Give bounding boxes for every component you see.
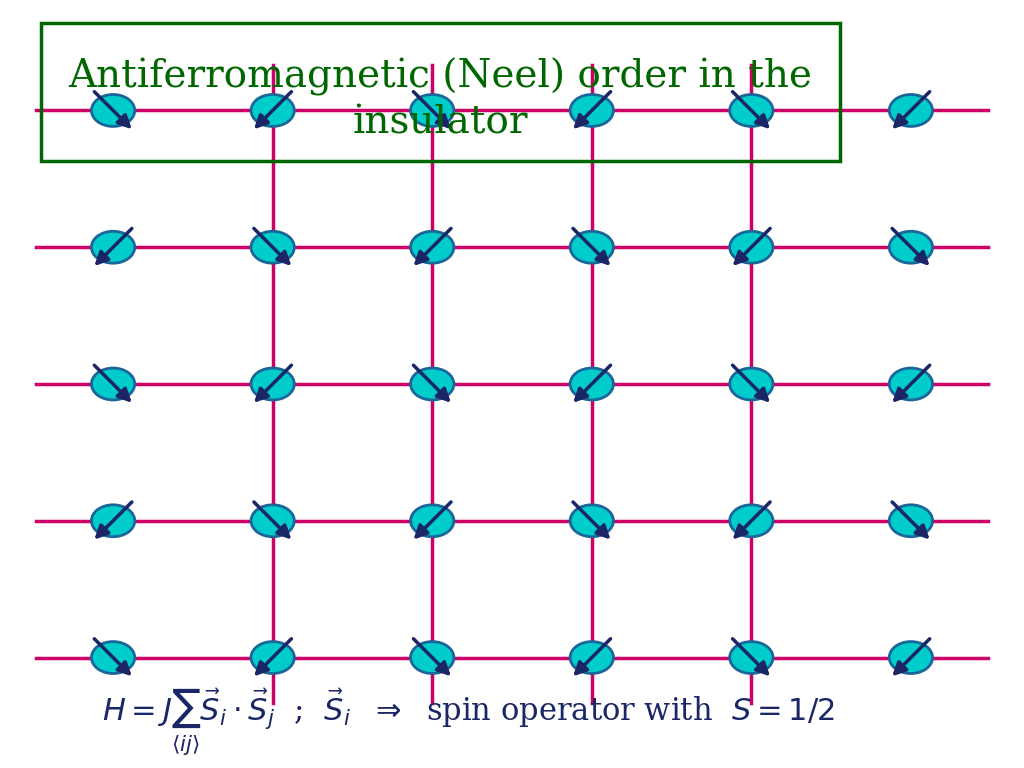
Ellipse shape: [251, 368, 294, 400]
Text: $H = J\sum_{\langle ij \rangle} \vec{S}_i \cdot \vec{S}_j$  ;  $\vec{S}_i$  $\Ri: $H = J\sum_{\langle ij \rangle} \vec{S}_…: [102, 687, 836, 757]
Ellipse shape: [730, 94, 773, 127]
Ellipse shape: [251, 231, 294, 263]
Ellipse shape: [251, 505, 294, 537]
Ellipse shape: [91, 94, 135, 127]
Ellipse shape: [730, 641, 773, 674]
Ellipse shape: [889, 505, 933, 537]
Ellipse shape: [91, 368, 135, 400]
Ellipse shape: [889, 231, 933, 263]
Ellipse shape: [411, 231, 454, 263]
Ellipse shape: [889, 641, 933, 674]
Ellipse shape: [570, 368, 613, 400]
Ellipse shape: [91, 505, 135, 537]
Ellipse shape: [730, 231, 773, 263]
Ellipse shape: [730, 505, 773, 537]
Ellipse shape: [91, 641, 135, 674]
Text: Antiferromagnetic (Neel) order in the: Antiferromagnetic (Neel) order in the: [69, 58, 812, 96]
Ellipse shape: [411, 505, 454, 537]
Ellipse shape: [251, 94, 294, 127]
Ellipse shape: [889, 368, 933, 400]
Ellipse shape: [570, 231, 613, 263]
Ellipse shape: [570, 641, 613, 674]
Ellipse shape: [570, 94, 613, 127]
Ellipse shape: [411, 94, 454, 127]
Ellipse shape: [91, 231, 135, 263]
Ellipse shape: [570, 505, 613, 537]
Text: insulator: insulator: [352, 104, 528, 141]
Ellipse shape: [889, 94, 933, 127]
Ellipse shape: [411, 368, 454, 400]
Ellipse shape: [730, 368, 773, 400]
Ellipse shape: [411, 641, 454, 674]
Ellipse shape: [251, 641, 294, 674]
